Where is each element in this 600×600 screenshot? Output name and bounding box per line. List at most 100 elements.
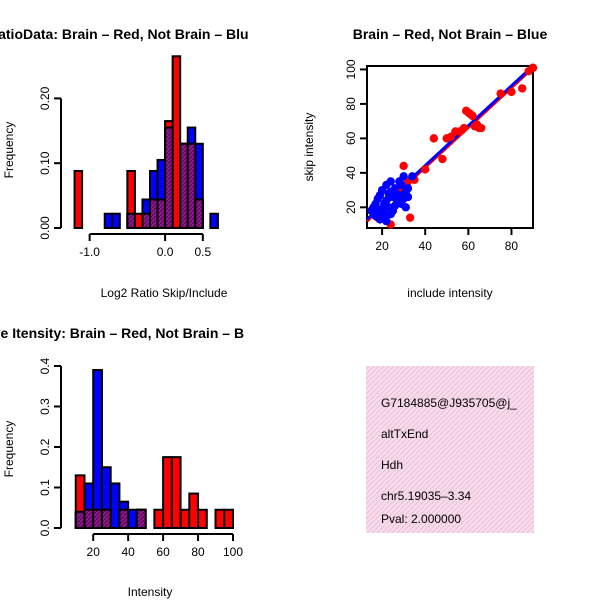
ratio-histogram-panel: RatioData: Brain – Red, Not Brain – Blu … xyxy=(0,26,249,300)
intensity-histogram-bars xyxy=(74,369,234,530)
intensity-histogram-ylabel: Frequency xyxy=(2,421,16,478)
intensity-histogram-bar-not-brain xyxy=(92,369,103,529)
2-y-tick-label: 0.0 xyxy=(38,519,52,536)
ratio-histogram-bar-not-brain xyxy=(111,212,121,230)
2-x-tick-label: 20 xyxy=(87,545,101,559)
intensity-histogram-bar-overlap xyxy=(100,508,112,529)
ratio-histogram-ylabel: Frequency xyxy=(2,122,16,179)
scatter-point-brain xyxy=(477,123,486,133)
1-y-tick-label: 60 xyxy=(344,131,358,145)
scatter-point-brain xyxy=(528,63,538,72)
scatter-point-brain xyxy=(518,84,527,93)
scatter-point-not-brain xyxy=(390,201,400,210)
scatter-point-not-brain xyxy=(403,192,413,202)
intensity-histogram-panel: ne Itensity: Brain – Red, Not Brain – B … xyxy=(0,325,244,599)
0-x-tick-label: -1.0 xyxy=(79,245,100,259)
ratio-histogram-xlabel: Log2 Ratio Skip/Include xyxy=(101,286,228,300)
scatter-point-not-brain xyxy=(382,196,391,205)
intensity-histogram-bar-overlap xyxy=(118,508,130,529)
scatter-point-brain xyxy=(421,165,430,174)
intensity-histogram-bar-brain xyxy=(162,456,173,529)
scatter-panel: Brain – Red, Not Brain – Blue 20 40 60 80 20… xyxy=(302,26,547,300)
scatter-point-not-brain xyxy=(373,208,382,217)
info-event-type: altTxEnd xyxy=(381,427,428,441)
intensity-histogram-title: ne Itensity: Brain – Red, Not Brain – B xyxy=(0,325,244,341)
scatter-point-brain xyxy=(438,154,447,164)
scatter-title: Brain – Red, Not Brain – Blue xyxy=(353,26,548,42)
1-x-tick-label: 60 xyxy=(462,239,476,253)
ratio-histogram-bar-overlap xyxy=(194,198,204,230)
2-x-tick-label: 40 xyxy=(121,545,135,559)
info-panel: G7184885@J935705@j_ altTxEnd Hdh chr5.19… xyxy=(366,366,534,533)
info-box xyxy=(366,366,534,533)
scatter-point-not-brain xyxy=(386,210,395,219)
0-x-tick-label: 0.0 xyxy=(157,245,174,259)
2-y-tick-label: 0.1 xyxy=(38,479,52,496)
scatter-points xyxy=(367,63,538,229)
scatter-point-brain xyxy=(429,134,439,143)
2-y-tick-label: 0.2 xyxy=(38,438,52,455)
scatter-point-brain xyxy=(468,111,477,121)
ratio-histogram-bar-overlap xyxy=(149,198,159,230)
scatter-point-not-brain xyxy=(401,203,411,212)
1-y-tick-label: 80 xyxy=(344,97,358,111)
scatter-point-not-brain xyxy=(395,177,404,186)
info-pval: Pval: 2.000000 xyxy=(381,512,461,526)
ratio-histogram-bar-not-brain xyxy=(103,212,114,230)
intensity-histogram-bar-not-brain xyxy=(127,508,138,529)
0-y-tick-label: 0.20 xyxy=(38,86,52,110)
scatter-point-not-brain xyxy=(386,177,395,186)
ratio-histogram-bar-not-brain xyxy=(209,212,219,230)
2-x-tick-label: 80 xyxy=(191,545,205,559)
info-event-id: G7184885@J935705@j_ xyxy=(381,396,517,410)
0-y-tick-label: 0.00 xyxy=(38,216,52,240)
intensity-histogram-bar-overlap xyxy=(92,508,103,529)
scatter-point-not-brain xyxy=(382,216,391,226)
intensity-histogram-xlabel: Intensity xyxy=(128,585,173,599)
ratio-histogram-axes: -1.0 0.0 0.5 0.00 0.10 0.20 xyxy=(38,86,211,259)
scatter-ylabel: skip intensity xyxy=(302,113,316,182)
info-gene: Hdh xyxy=(381,458,403,472)
1-y-tick-label: 100 xyxy=(344,59,358,79)
ratio-histogram-bar-overlap xyxy=(156,198,167,230)
scatter-point-brain xyxy=(459,123,469,133)
scatter-point-brain xyxy=(507,87,516,97)
scatter-point-brain xyxy=(496,89,505,98)
2-y-tick-label: 0.3 xyxy=(38,398,52,415)
scatter-point-brain xyxy=(399,161,408,171)
ratio-histogram-bar-brain xyxy=(73,169,84,229)
ratio-histogram-title: RatioData: Brain – Red, Not Brain – Blu xyxy=(0,26,249,42)
scatter-point-not-brain xyxy=(408,172,417,181)
intensity-histogram-bar-brain xyxy=(223,508,234,529)
ratio-histogram-bars xyxy=(73,55,219,230)
1-x-tick-label: 20 xyxy=(375,239,389,253)
1-y-tick-label: 40 xyxy=(344,166,358,180)
ratio-histogram-bar-overlap xyxy=(179,142,189,229)
ratio-histogram-bar-overlap xyxy=(164,126,174,229)
ratio-histogram-bar-overlap xyxy=(126,212,136,230)
info-location: chr5.19035–3.34 xyxy=(381,489,471,503)
intensity-histogram-bar-brain xyxy=(188,492,200,530)
ratio-histogram-bar-overlap xyxy=(186,142,197,229)
scatter-point-not-brain xyxy=(390,184,400,193)
0-y-tick-label: 0.10 xyxy=(38,151,52,175)
1-y-tick-label: 20 xyxy=(344,200,358,214)
2-y-tick-label: 0.4 xyxy=(38,357,52,374)
1-x-tick-label: 80 xyxy=(505,239,519,253)
intensity-histogram-bar-brain xyxy=(214,508,226,529)
scatter-point-brain xyxy=(405,213,415,222)
intensity-histogram-bar-overlap xyxy=(74,510,86,529)
intensity-histogram-bar-brain xyxy=(179,508,191,529)
2-x-tick-label: 100 xyxy=(223,545,243,559)
intensity-histogram-bar-overlap xyxy=(135,508,147,529)
ratio-histogram-bar-overlap xyxy=(141,212,151,230)
scatter-plot-box xyxy=(366,65,534,229)
intensity-histogram-bar-brain xyxy=(153,508,165,529)
0-x-tick-label: 0.5 xyxy=(194,245,211,259)
intensity-histogram-bar-brain xyxy=(197,508,208,529)
scatter-xlabel: include intensity xyxy=(407,286,492,300)
intensity-histogram-bar-not-brain xyxy=(109,482,121,530)
2-x-tick-label: 60 xyxy=(156,545,170,559)
1-x-tick-label: 40 xyxy=(419,239,433,253)
